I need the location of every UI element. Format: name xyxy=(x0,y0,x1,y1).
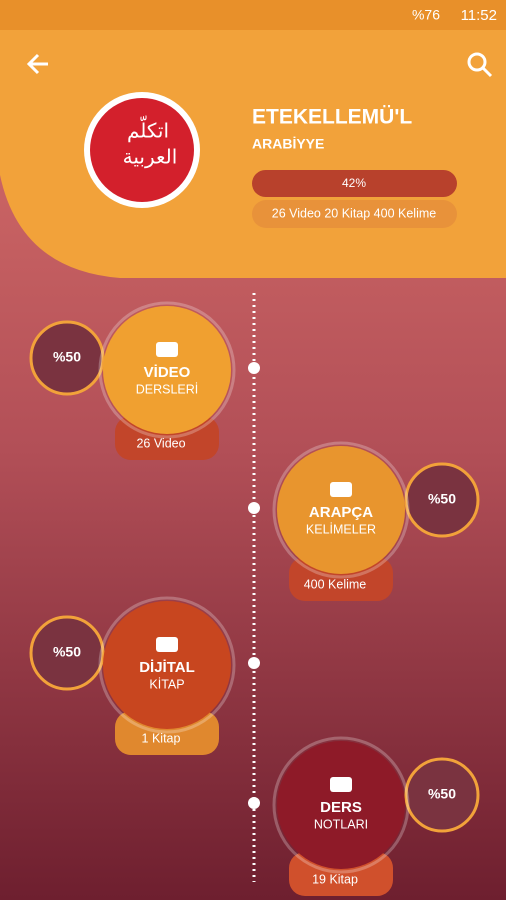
timeline-dot xyxy=(248,502,260,514)
item-subtitle: KELİMELER xyxy=(306,522,376,536)
caption: 19 Kitap xyxy=(312,872,358,886)
item-button[interactable] xyxy=(277,741,405,869)
percent-circle xyxy=(404,757,480,833)
progress-bar xyxy=(252,170,457,197)
item-circle-ring xyxy=(272,736,410,874)
logo-text: العربية xyxy=(123,145,178,169)
item-title: DERS xyxy=(320,799,362,816)
caption: 26 Video xyxy=(136,436,185,450)
battery: %76 xyxy=(412,7,440,23)
item-subtitle: DERSLERİ xyxy=(136,382,199,396)
percent: %50 xyxy=(428,491,456,507)
item-button[interactable] xyxy=(103,306,231,434)
percent: %50 xyxy=(53,349,81,365)
percent-circle xyxy=(29,615,105,691)
item-circle-ring xyxy=(98,301,236,439)
caption: 1 Kitap xyxy=(142,731,181,745)
item-title: DİJİTAL xyxy=(139,659,195,676)
item-subtitle: NOTLARI xyxy=(314,817,368,831)
item-circle-ring xyxy=(98,596,236,734)
subtitle: ARABİYYE xyxy=(252,136,324,152)
percent-circle xyxy=(404,462,480,538)
percent: %50 xyxy=(428,786,456,802)
logo-inner xyxy=(90,98,194,202)
item-button[interactable] xyxy=(277,446,405,574)
status-bar xyxy=(0,0,506,30)
back-button[interactable] xyxy=(26,53,48,75)
timeline-dot xyxy=(248,797,260,809)
item-icon xyxy=(330,777,352,792)
item-title: ARAPÇA xyxy=(309,504,373,521)
stats: 26 Video 20 Kitap 400 Kelime xyxy=(272,206,437,220)
item-circle-ring xyxy=(272,441,410,579)
percent-circle xyxy=(29,320,105,396)
timeline-dot xyxy=(248,362,260,374)
progress-label: 42% xyxy=(342,176,366,190)
item-button[interactable] xyxy=(103,601,231,729)
header xyxy=(0,30,506,278)
item-subtitle: KİTAP xyxy=(149,677,184,691)
stats-pill xyxy=(252,200,457,228)
caption: 400 Kelime xyxy=(304,577,367,591)
item-icon xyxy=(330,482,352,497)
item-title: VİDEO xyxy=(144,364,191,381)
logo-text: اتكلّم xyxy=(127,115,169,142)
timeline-dot xyxy=(248,657,260,669)
search-button[interactable] xyxy=(467,52,493,78)
percent: %50 xyxy=(53,644,81,660)
item-icon xyxy=(156,342,178,357)
item-icon xyxy=(156,637,178,652)
clock: 11:52 xyxy=(461,7,497,24)
title: ETEKELLEMÜ'L xyxy=(252,106,412,129)
